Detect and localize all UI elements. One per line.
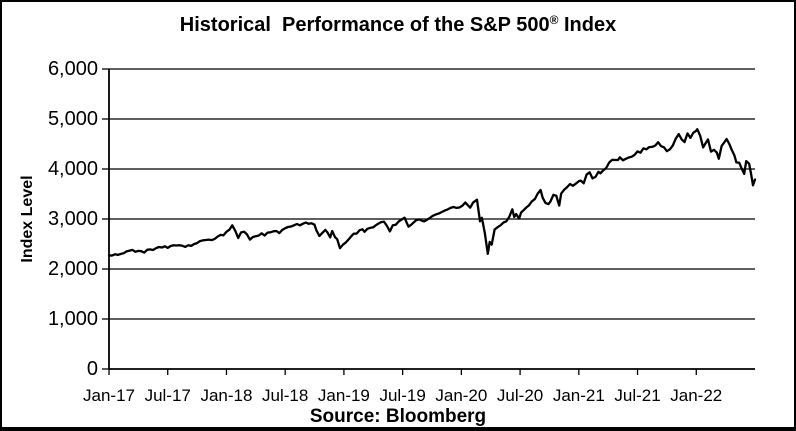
x-tick-label: Jul-18	[262, 386, 309, 405]
chart-title-text: Historical Performance of the S&P 500	[179, 14, 550, 36]
x-tick-label: Jul-19	[379, 386, 426, 405]
x-tick-label: Jul-21	[614, 386, 661, 405]
y-tick-label: 0	[86, 358, 98, 380]
source-caption: Source: Bloomberg	[309, 406, 487, 427]
x-tick-label: Jan-17	[83, 386, 135, 405]
x-tick-label: Jan-19	[317, 386, 370, 405]
y-tick-label: 6,000	[47, 58, 98, 80]
y-tick-label: 2,000	[47, 258, 98, 280]
x-tick-label: Jan-18	[200, 386, 253, 405]
y-tick-label: 5,000	[47, 108, 98, 130]
x-tick-label: Jul-17	[144, 386, 191, 405]
registered-trademark-symbol: ®	[549, 13, 559, 27]
y-tick-label: 1,000	[47, 308, 98, 330]
plot-area	[102, 68, 757, 375]
x-tick-label: Jul-20	[496, 386, 544, 405]
chart-title: Historical Performance of the S&P 500® I…	[2, 12, 794, 38]
y-tick-label: 3,000	[47, 208, 98, 230]
x-tick-label: Jan-20	[435, 386, 488, 405]
sp500-price-line	[107, 128, 757, 257]
y-tick-label: 4,000	[47, 158, 98, 180]
x-tick-label: Jan-21	[552, 386, 605, 405]
x-tick-label: Jan-22	[670, 386, 723, 405]
chart-title-suffix: Index	[558, 14, 617, 36]
